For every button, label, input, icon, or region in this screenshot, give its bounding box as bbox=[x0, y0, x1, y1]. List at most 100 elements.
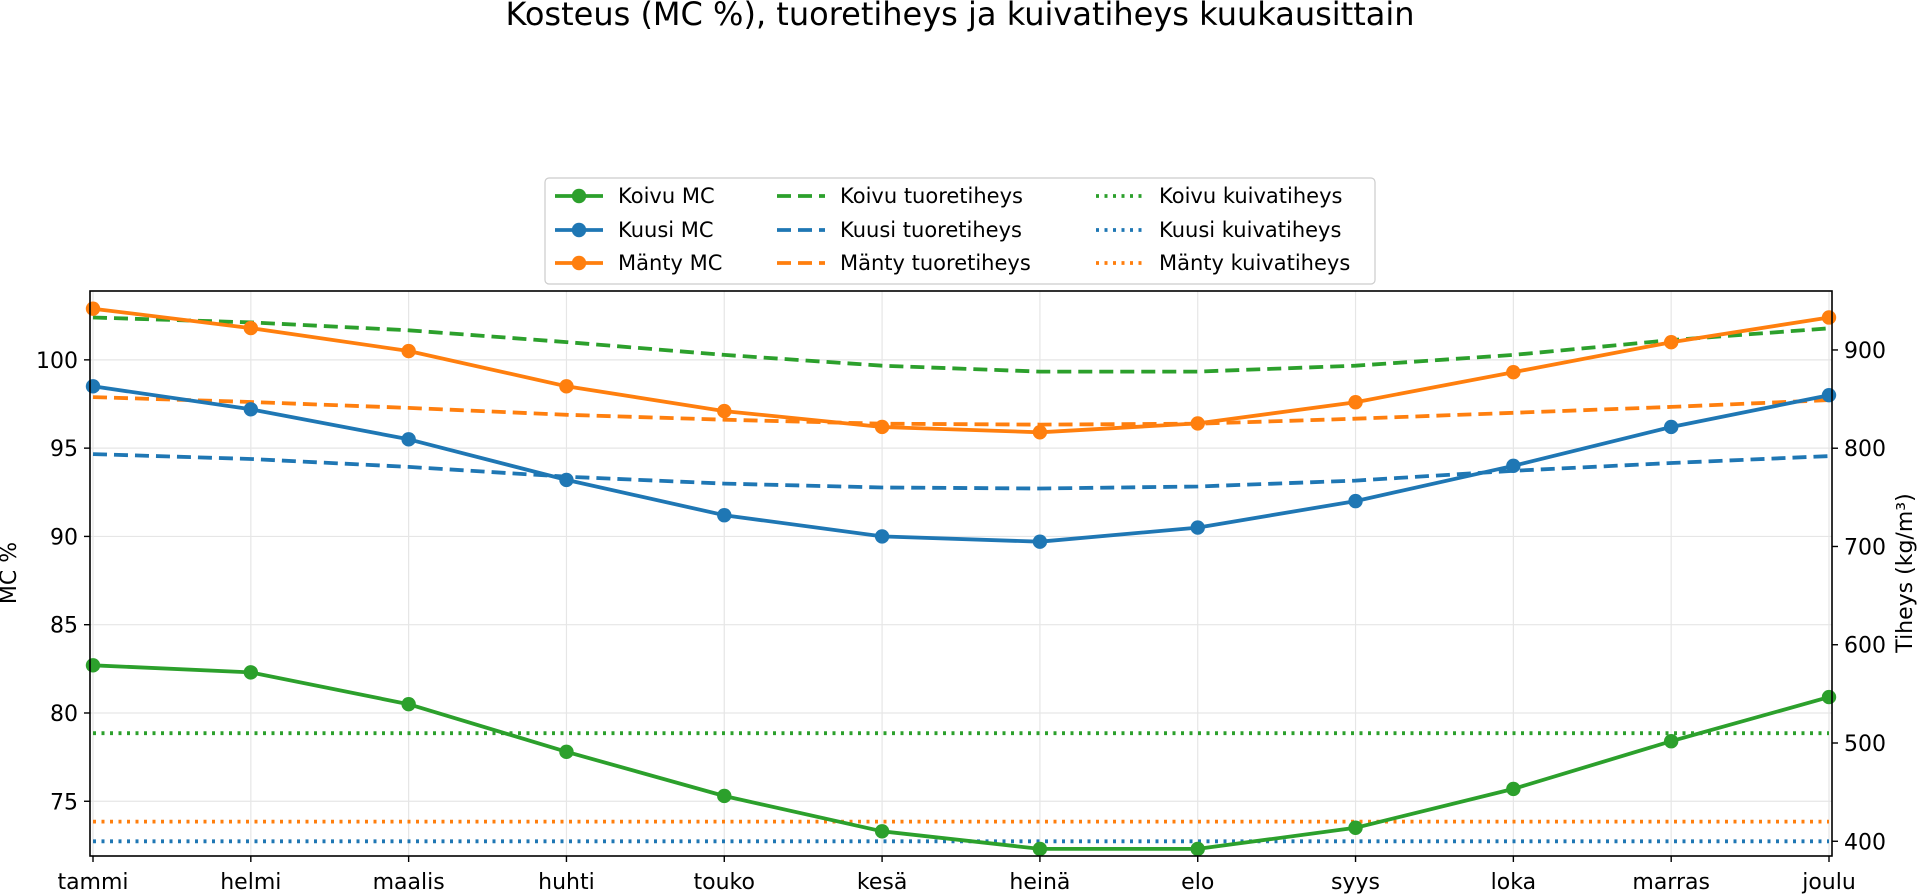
data-point bbox=[1032, 841, 1048, 857]
x-tick-label: heinä bbox=[1009, 870, 1070, 894]
y-tick-label: 80 bbox=[50, 702, 78, 727]
legend-item: Mänty kuivatiheys bbox=[1096, 251, 1350, 275]
series-mänty-mc bbox=[85, 301, 1837, 440]
series-layer bbox=[85, 301, 1837, 857]
legend-label: Koivu tuoretiheys bbox=[840, 184, 1023, 208]
data-point bbox=[85, 379, 101, 394]
series-line bbox=[92, 315, 1830, 374]
y-tick-label: 100 bbox=[36, 349, 78, 374]
x-tick-label: syys bbox=[1331, 870, 1380, 894]
y-tick-label: 90 bbox=[50, 525, 78, 550]
y2-tick-label: 600 bbox=[1844, 634, 1886, 659]
series-line bbox=[92, 306, 1830, 435]
x-tick-label: loka bbox=[1491, 870, 1536, 894]
data-point bbox=[874, 824, 890, 839]
x-tick-label: touko bbox=[694, 870, 755, 894]
y2-tick-label: 500 bbox=[1844, 732, 1886, 757]
data-point bbox=[559, 472, 574, 488]
data-point bbox=[1348, 395, 1363, 410]
series-koivu-tuoretiheys bbox=[92, 315, 1830, 374]
data-point bbox=[401, 343, 416, 359]
data-point bbox=[243, 402, 259, 417]
y2-axis-label: Tiheys (kg/m³) bbox=[1893, 493, 1918, 653]
chart-title: Kosteus (MC %), tuoretiheys ja kuivatihe… bbox=[505, 0, 1414, 33]
legend-item: Kuusi kuivatiheys bbox=[1096, 218, 1341, 242]
data-point bbox=[1821, 387, 1837, 403]
data-point bbox=[1663, 335, 1679, 350]
data-point bbox=[1821, 689, 1837, 705]
data-point bbox=[1663, 419, 1679, 435]
legend: Koivu MC Kuusi MC Mänty MC Koivu tuoretihey… bbox=[544, 177, 1376, 285]
x-tick-label: elo bbox=[1181, 870, 1214, 894]
y-tick-label: 75 bbox=[50, 790, 78, 815]
data-point bbox=[1190, 841, 1205, 857]
data-point bbox=[85, 658, 101, 673]
legend-marker bbox=[571, 255, 587, 271]
series-koivu-mc bbox=[85, 658, 1837, 857]
legend-marker bbox=[571, 222, 587, 238]
legend-item: Kuusi tuoretiheys bbox=[777, 218, 1022, 242]
legend-label: Kuusi MC bbox=[618, 218, 714, 242]
legend-label: Kuusi kuivatiheys bbox=[1159, 218, 1341, 242]
y-tick-label: 95 bbox=[50, 437, 78, 462]
legend-label: Kuusi tuoretiheys bbox=[840, 218, 1022, 242]
legend-item: Koivu MC bbox=[555, 184, 715, 208]
x-tick-label: tammi bbox=[57, 870, 128, 894]
legend-label: Koivu MC bbox=[618, 184, 715, 208]
data-point bbox=[401, 432, 416, 447]
data-point bbox=[559, 379, 574, 394]
legend-marker bbox=[571, 188, 587, 204]
x-tick-label: maalis bbox=[373, 870, 445, 894]
data-point bbox=[1348, 820, 1363, 835]
data-point bbox=[1190, 416, 1205, 431]
series-mänty-tuoretiheys bbox=[92, 395, 1830, 427]
legend-item: Mänty MC bbox=[555, 251, 722, 275]
data-point bbox=[1821, 310, 1837, 325]
legend-label: Mänty tuoretiheys bbox=[840, 251, 1031, 275]
y-axis-left: 75 80 85 90 95 100 bbox=[36, 349, 90, 815]
x-tick-label: marras bbox=[1632, 870, 1710, 894]
data-point bbox=[243, 320, 259, 336]
y2-tick-label: 700 bbox=[1844, 535, 1886, 560]
data-point bbox=[1506, 458, 1521, 473]
x-tick-label: joulu bbox=[1801, 870, 1856, 894]
y-axis-label: MC % bbox=[0, 542, 22, 604]
series-kuusi-mc bbox=[85, 379, 1837, 549]
legend-item: Mänty tuoretiheys bbox=[777, 251, 1031, 275]
y-axis-right: 400 500 600 700 800 900 bbox=[1832, 339, 1886, 855]
x-axis: tammi helmi maalis huhti touko kesä heinä elo sy… bbox=[57, 856, 1856, 894]
data-point bbox=[1032, 534, 1048, 549]
y2-tick-label: 900 bbox=[1844, 339, 1886, 364]
data-point bbox=[1190, 520, 1205, 535]
legend-label: Mänty kuivatiheys bbox=[1159, 251, 1350, 275]
series-line bbox=[92, 452, 1830, 491]
data-point bbox=[1506, 365, 1521, 380]
x-tick-label: kesä bbox=[857, 870, 907, 894]
series-line bbox=[92, 663, 1830, 851]
y2-tick-label: 800 bbox=[1844, 437, 1886, 462]
x-tick-label: helmi bbox=[220, 870, 281, 894]
grid bbox=[90, 291, 1832, 856]
data-point bbox=[401, 696, 416, 712]
legend-item: Kuusi MC bbox=[555, 218, 714, 242]
data-point bbox=[1663, 734, 1679, 749]
plot-frame bbox=[89, 290, 1833, 857]
legend-box bbox=[544, 177, 1376, 285]
legend-item: Koivu kuivatiheys bbox=[1096, 184, 1342, 208]
data-point bbox=[559, 744, 574, 760]
data-point bbox=[85, 301, 101, 316]
data-point bbox=[874, 529, 890, 544]
data-point bbox=[874, 419, 890, 435]
y2-tick-label: 400 bbox=[1844, 830, 1886, 855]
legend-item: Koivu tuoretiheys bbox=[777, 184, 1023, 208]
data-point bbox=[717, 403, 732, 419]
series-line bbox=[92, 384, 1830, 544]
series-line bbox=[92, 395, 1830, 427]
x-tick-label: huhti bbox=[538, 870, 595, 894]
data-point bbox=[717, 508, 732, 523]
data-point bbox=[717, 788, 732, 804]
legend-label: Mänty MC bbox=[618, 251, 722, 275]
legend-label: Koivu kuivatiheys bbox=[1159, 184, 1342, 208]
y-tick-label: 85 bbox=[50, 614, 78, 639]
